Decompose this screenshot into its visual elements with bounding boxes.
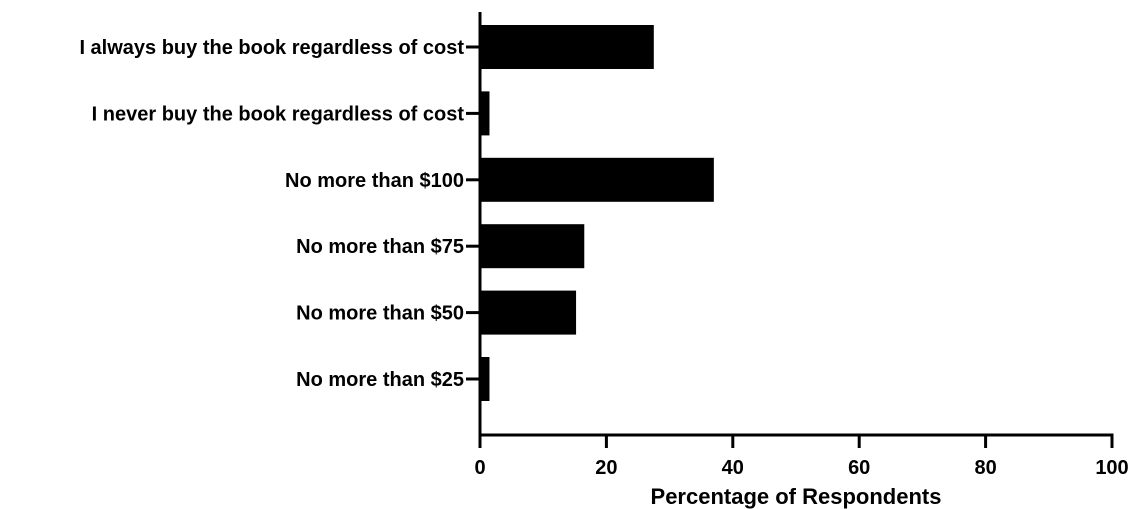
bar	[480, 357, 490, 401]
bars-group	[480, 25, 714, 401]
x-axis-ticks: 0 20 40 60 80 100	[474, 435, 1129, 479]
x-tick-label: 60	[848, 457, 870, 479]
x-tick-label: 20	[595, 457, 617, 479]
x-axis-title: Percentage of Respondents	[651, 484, 942, 509]
bar	[480, 157, 714, 202]
category-labels: I always buy the book regardless of cost…	[79, 37, 464, 391]
bar	[480, 91, 490, 136]
x-tick-label: 0	[474, 457, 485, 479]
y-axis-ticks	[466, 45, 480, 381]
bar	[480, 25, 654, 69]
x-tick-label: 40	[722, 457, 744, 479]
bar	[480, 224, 585, 269]
category-label: No more than $75	[296, 236, 464, 258]
bar	[480, 290, 577, 335]
category-label: I never buy the book regardless of cost	[92, 103, 465, 125]
category-label: No more than $25	[296, 369, 464, 391]
x-tick-label: 100	[1095, 457, 1128, 479]
category-label: No more than $100	[285, 170, 464, 192]
category-label: No more than $50	[296, 303, 464, 325]
x-tick-label: 80	[974, 457, 996, 479]
category-label: I always buy the book regardless of cost	[79, 37, 464, 59]
